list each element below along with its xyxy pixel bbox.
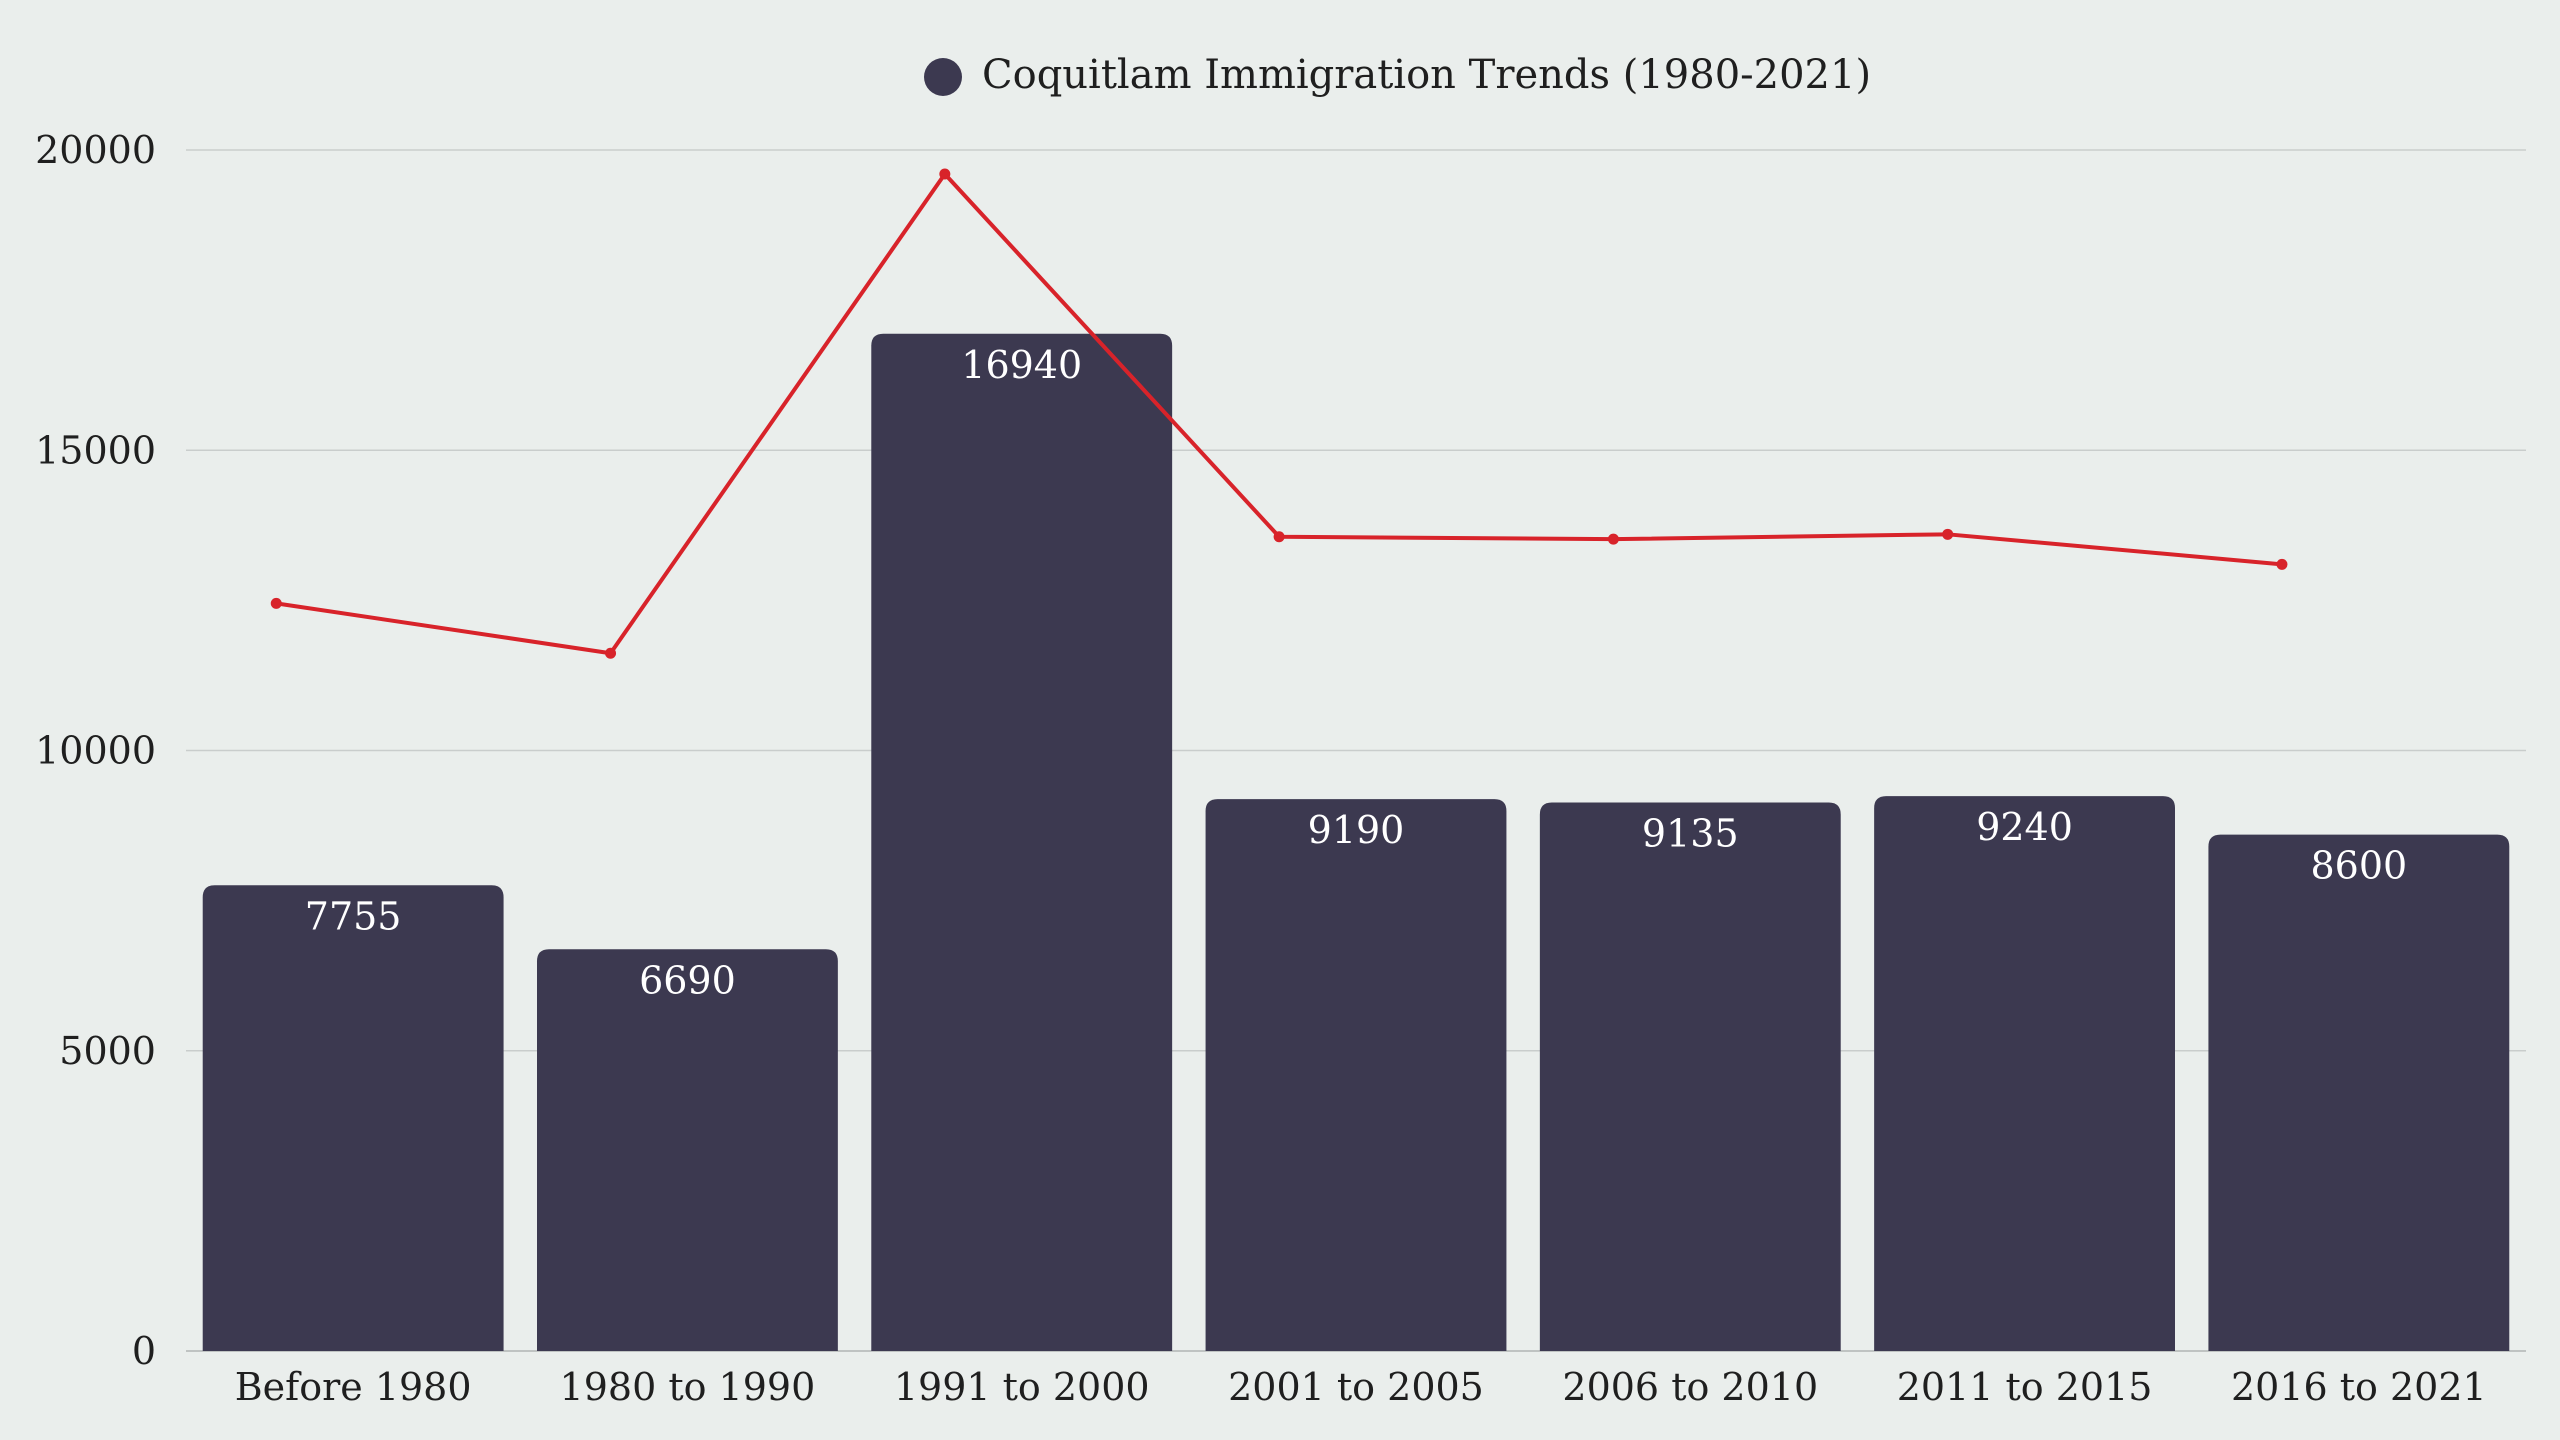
trend-line <box>275 172 2283 656</box>
x-tick-label: Before 1980 <box>235 1365 472 1409</box>
trend-line-point <box>270 597 282 609</box>
bar <box>1205 799 1507 1351</box>
y-axis: 0 5000 10000 15000 20000 <box>35 128 156 1373</box>
legend-label: Coquitlam Immigration Trends (1980-2021) <box>982 52 1871 98</box>
legend: Coquitlam Immigration Trends (1980-2021) <box>924 52 1871 98</box>
bars <box>202 333 2510 1351</box>
bar-value-label: 8600 <box>2310 844 2407 888</box>
y-tick-label: 20000 <box>35 128 156 172</box>
trend-line-series <box>270 168 2288 659</box>
bar-value-label: 9240 <box>1976 805 2073 849</box>
bar <box>1539 802 1841 1351</box>
x-axis: Before 1980 1980 to 1990 1991 to 2000 2001 … <box>235 1365 2487 1409</box>
trend-line-point <box>2276 558 2288 570</box>
trend-line-point <box>939 168 951 180</box>
bar <box>871 333 1173 1351</box>
bar-value-label: 16940 <box>961 343 1082 387</box>
bar-value-label: 7755 <box>305 894 402 938</box>
x-tick-label: 2006 to 2010 <box>1562 1365 1818 1409</box>
trend-line-point <box>1273 531 1285 543</box>
y-tick-label: 10000 <box>35 729 156 773</box>
trend-line-point <box>1942 528 1954 540</box>
y-tick-label: 15000 <box>35 428 156 472</box>
x-tick-label: 2011 to 2015 <box>1897 1365 2153 1409</box>
x-tick-label: 1980 to 1990 <box>560 1365 816 1409</box>
bar <box>202 885 504 1351</box>
bar <box>537 949 838 1351</box>
bar-labels: 7755 6690 16940 9190 9135 9240 8600 <box>305 343 2407 1003</box>
bar-value-label: 9135 <box>1642 811 1739 855</box>
x-tick-label: 2001 to 2005 <box>1228 1365 1484 1409</box>
bar-value-label: 9190 <box>1308 808 1405 852</box>
bar-value-label: 6690 <box>639 958 736 1002</box>
bar <box>2208 834 2510 1351</box>
x-tick-label: 2016 to 2021 <box>2231 1365 2487 1409</box>
y-tick-label: 5000 <box>59 1029 156 1073</box>
trend-line-point <box>1607 533 1619 545</box>
y-tick-label: 0 <box>132 1329 156 1373</box>
trend-line-point <box>605 647 617 659</box>
bar <box>1874 796 2175 1351</box>
x-tick-label: 1991 to 2000 <box>894 1365 1150 1409</box>
legend-swatch <box>924 58 962 96</box>
